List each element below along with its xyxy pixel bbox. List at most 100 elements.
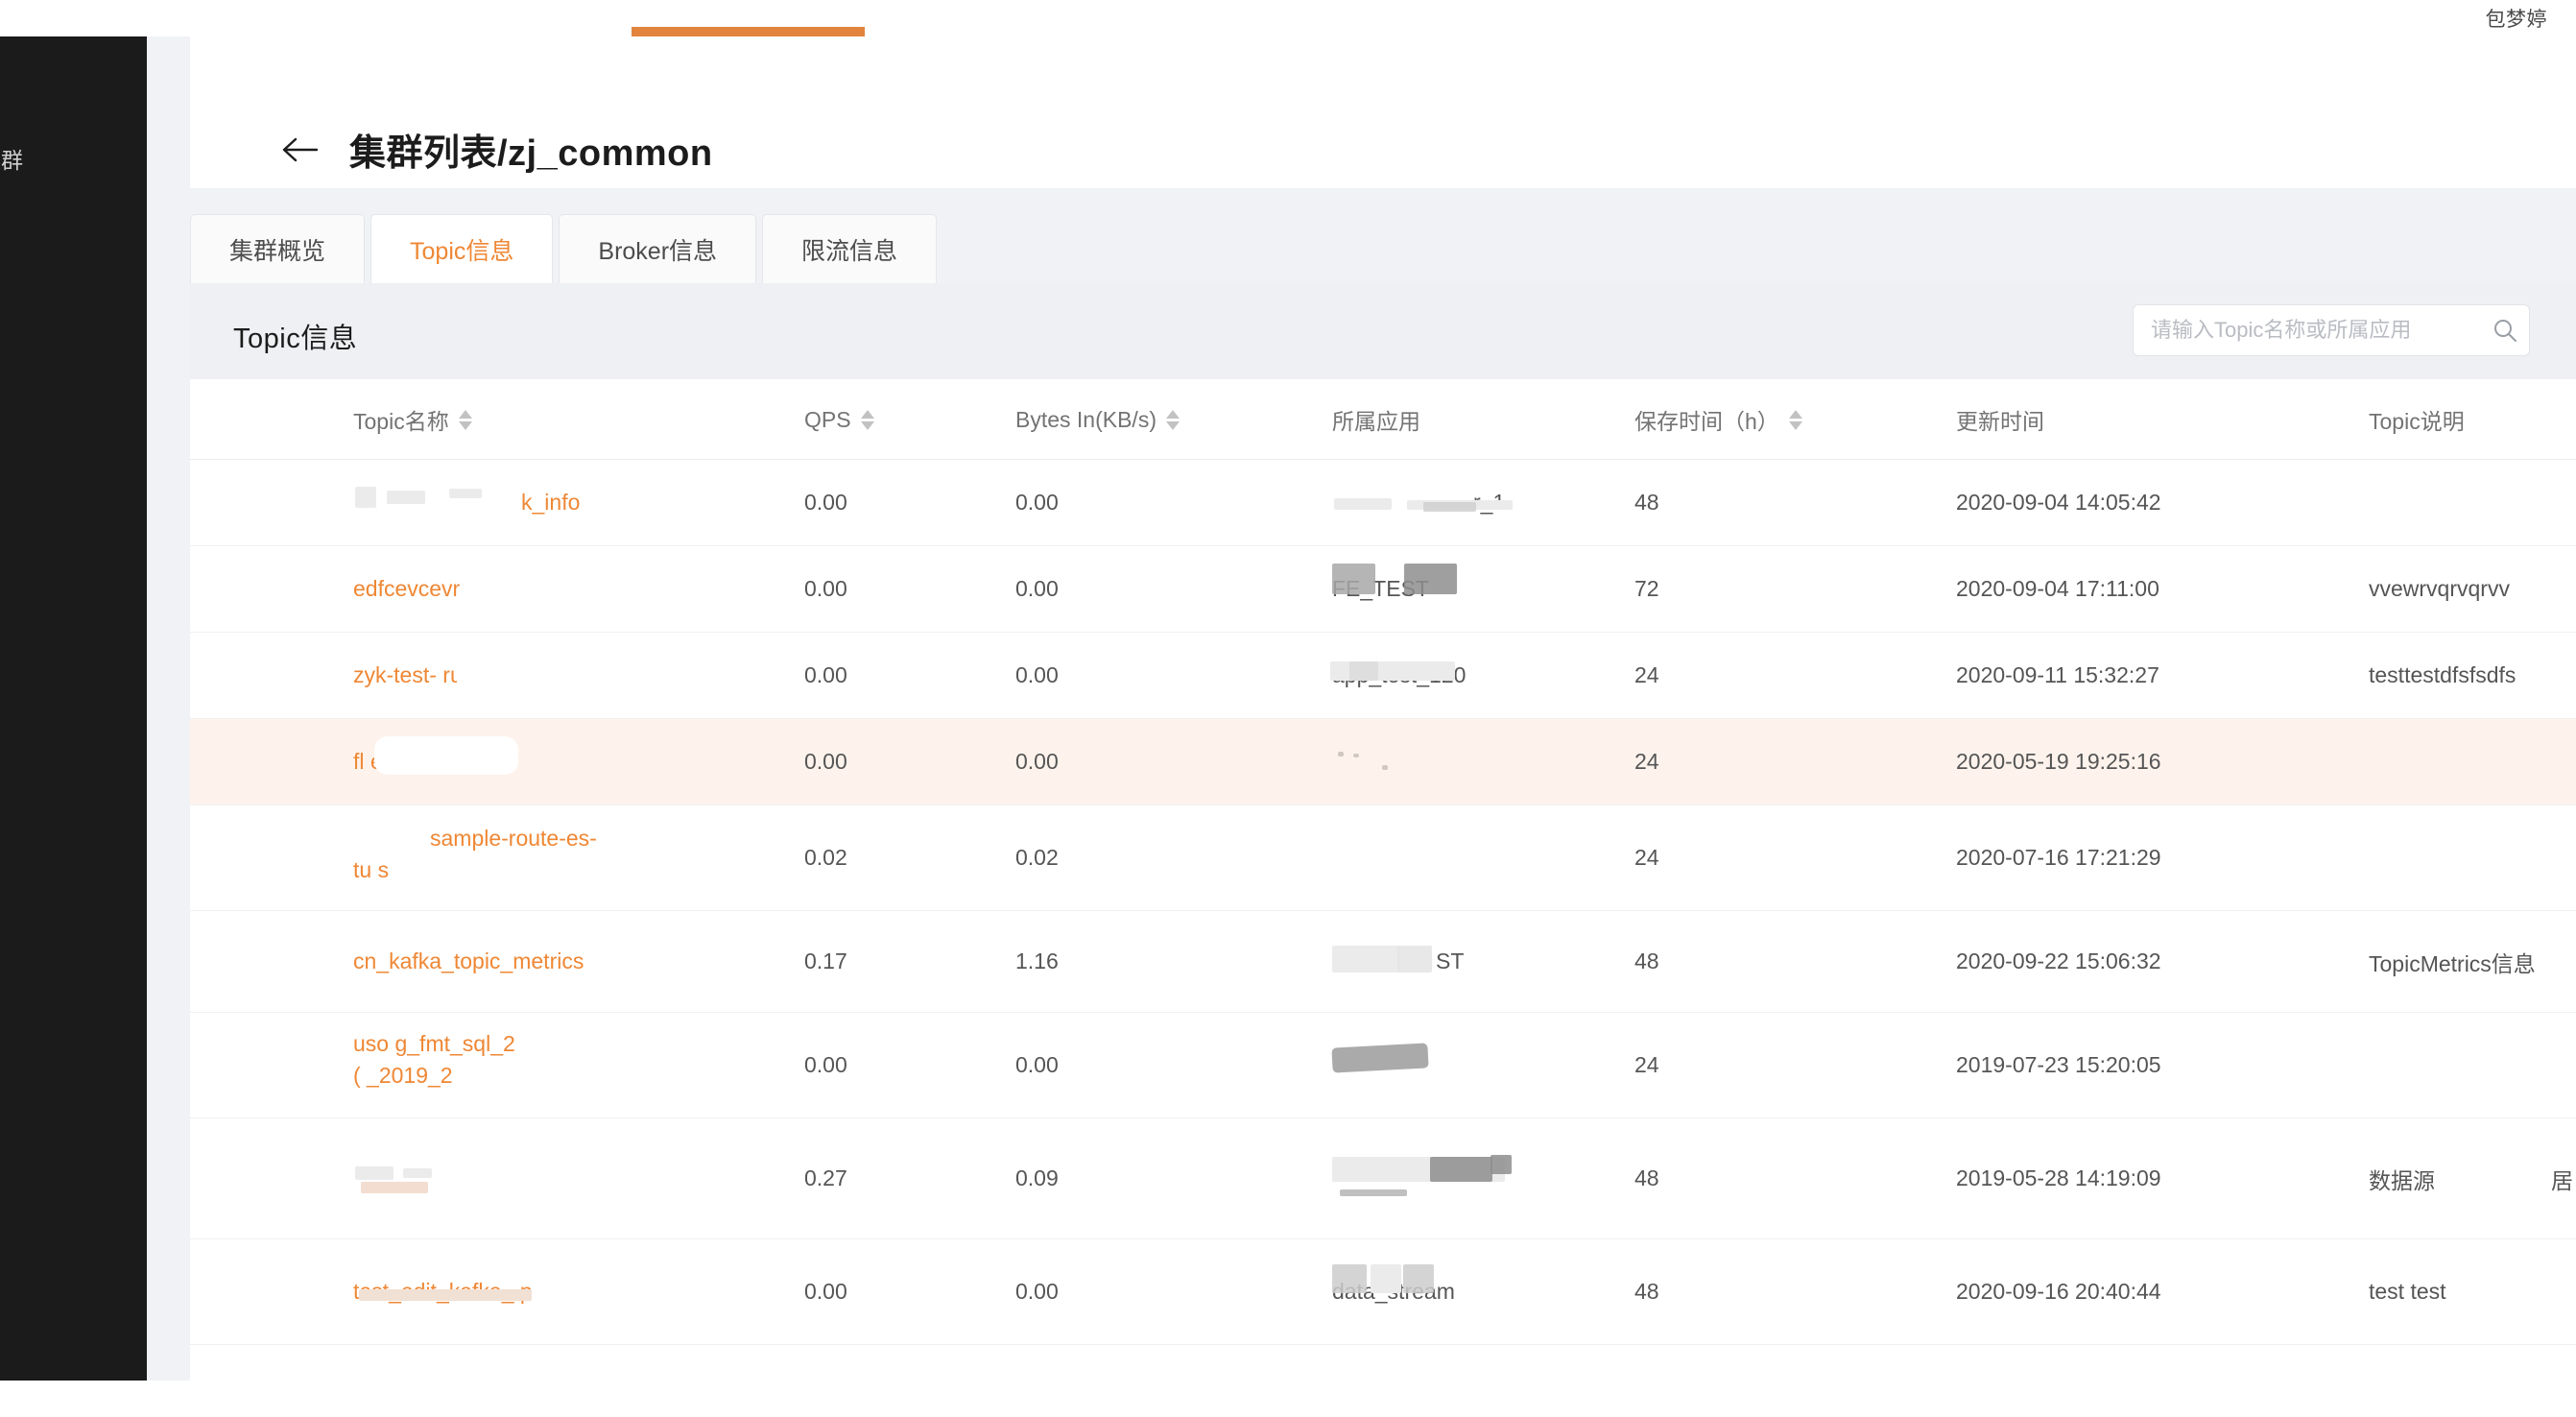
cell-description: test test xyxy=(2369,1279,2446,1304)
page-title: 集群列表/zj_common xyxy=(349,133,713,174)
tab-label: Broker信息 xyxy=(598,237,718,265)
tab-throttle-info[interactable]: 限流信息 xyxy=(762,214,938,283)
cell-qps: 0.27 xyxy=(804,1165,847,1190)
redaction-mask xyxy=(1430,1157,1492,1182)
cell-description-overflow: 居 生... xyxy=(2551,1167,2576,1193)
redaction-mask xyxy=(1491,1155,1512,1174)
redaction-mask xyxy=(355,487,376,508)
sidebar-item-cluster[interactable]: 集群 xyxy=(0,148,23,173)
column-header-topic-name[interactable]: Topic名称 xyxy=(353,379,472,460)
redaction-mask xyxy=(457,652,491,684)
arrow-left-icon[interactable] xyxy=(281,132,318,168)
cell-retention: 24 xyxy=(1634,662,1659,687)
table-row[interactable]: k_info 0.00 0.00 r_1 48 2020-09-04 14:05… xyxy=(190,460,2576,546)
redaction-mask xyxy=(1332,1264,1367,1293)
topic-name-line2: tu s xyxy=(353,857,390,883)
search-icon[interactable] xyxy=(2481,317,2529,344)
topic-table: Topic名称 QPS Bytes In(KB/s) 所属应用 保存时间（h） xyxy=(190,379,2576,1345)
tab-label: 限流信息 xyxy=(801,237,898,265)
topic-info-panel: Topic信息 Topic名称 QPS xyxy=(190,283,2576,1417)
cell-bytes-in: 0.00 xyxy=(1015,662,1059,687)
cell-retention: 72 xyxy=(1634,576,1659,601)
redaction-mask xyxy=(449,489,482,498)
page-header-card: 集群列表/zj_common xyxy=(190,36,2576,188)
sort-toggle-retention[interactable] xyxy=(1788,409,1802,430)
cell-description: testtestdfsfsdfs xyxy=(2369,662,2516,687)
redaction-mask xyxy=(1403,1264,1434,1293)
redaction-mask xyxy=(374,736,518,775)
cell-qps: 0.00 xyxy=(804,1052,847,1077)
cell-topic-name[interactable]: uso g_fmt_sql_2 ( _2019_2 xyxy=(353,1013,737,1117)
tab-cluster-overview[interactable]: 集群概览 xyxy=(190,214,366,283)
cell-retention: 24 xyxy=(1634,749,1659,774)
topic-name-line1: uso g_fmt_sql_2 xyxy=(353,1031,515,1056)
cell-topic-name[interactable]: zyk-test- rus xyxy=(353,662,474,687)
cell-topic-name[interactable]: sample-route-es- tu s xyxy=(353,805,718,910)
tab-strip: 集群概览 Topic信息 Broker信息 限流信息 xyxy=(190,214,938,283)
table-row[interactable]: test_edit_kafka_ p 0.00 0.00 data_stream… xyxy=(190,1239,2576,1345)
redaction-mask xyxy=(1331,1043,1429,1073)
column-label: QPS xyxy=(804,406,851,432)
cell-retention: 48 xyxy=(1634,949,1659,973)
cell-qps: 0.00 xyxy=(804,749,847,774)
redaction-mask xyxy=(359,1289,532,1301)
cell-qps: 0.00 xyxy=(804,662,847,687)
tab-label: Topic信息 xyxy=(410,237,514,265)
table-header-row: Topic名称 QPS Bytes In(KB/s) 所属应用 保存时间（h） xyxy=(190,379,2576,460)
tab-broker-info[interactable]: Broker信息 xyxy=(559,214,757,283)
cell-updated: 2020-09-16 20:40:44 xyxy=(1956,1279,2161,1304)
cell-updated: 2019-05-28 14:19:09 xyxy=(1956,1165,2161,1190)
redaction-mask xyxy=(1349,661,1378,681)
cell-bytes-in: 0.00 xyxy=(1015,576,1059,601)
redaction-mask xyxy=(1332,946,1399,973)
column-label: 更新时间 xyxy=(1956,409,2044,434)
redaction-mask xyxy=(1332,740,1467,784)
table-row[interactable]: 0.27 0.09 48 2019-05-28 14:19:09 数据源 居 生… xyxy=(190,1118,2576,1239)
redaction-mask xyxy=(355,1166,394,1180)
table-row[interactable]: uso g_fmt_sql_2 ( _2019_2 0.00 0.00 24 2… xyxy=(190,1013,2576,1118)
cell-updated: 2020-09-22 15:06:32 xyxy=(1956,949,2161,973)
cell-description: vvewrvqrvqrvv xyxy=(2369,576,2510,601)
cell-topic-name[interactable]: edfcevcevr xyxy=(353,576,461,601)
column-header-description: Topic说明 xyxy=(2369,379,2465,460)
cell-qps: 0.00 xyxy=(804,576,847,601)
table-row[interactable]: edfcevcevr 0.00 0.00 FE_TEST 72 2020-09-… xyxy=(190,546,2576,633)
cell-retention: 48 xyxy=(1634,1165,1659,1190)
cell-updated: 2019-07-23 15:20:05 xyxy=(1956,1052,2161,1077)
redaction-mask xyxy=(403,1168,432,1178)
topic-name-text: k_info xyxy=(521,490,581,515)
cell-qps: 0.17 xyxy=(804,949,847,973)
topic-name-line2: ( _2019_2 xyxy=(353,1063,453,1089)
table-row[interactable]: fl eue 0.00 0.00 24 2020-05-19 19:25:16 xyxy=(190,719,2576,805)
sort-toggle-bytes-in[interactable] xyxy=(1165,409,1180,430)
cell-topic-name[interactable]: cn_kafka_topic_metrics xyxy=(353,949,584,973)
search-input[interactable] xyxy=(2134,318,2481,343)
column-header-qps[interactable]: QPS xyxy=(804,379,874,460)
cell-retention: 48 xyxy=(1634,1279,1659,1304)
redaction-mask xyxy=(387,491,425,504)
cell-bytes-in: 1.16 xyxy=(1015,949,1059,973)
search-box[interactable] xyxy=(2133,304,2530,356)
cell-bytes-in: 0.00 xyxy=(1015,749,1059,774)
table-row[interactable]: zyk-test- rus 0.00 0.00 app_test_120 24 … xyxy=(190,633,2576,719)
table-row[interactable]: sample-route-es- tu s 0.02 0.02 24 2020-… xyxy=(190,805,2576,911)
breadcrumb: 集群列表/zj_common xyxy=(281,123,713,176)
cell-updated: 2020-07-16 17:21:29 xyxy=(1956,845,2161,870)
tab-label: 集群概览 xyxy=(229,237,326,265)
sort-toggle-topic-name[interactable] xyxy=(458,409,472,430)
tab-topic-info[interactable]: Topic信息 xyxy=(370,214,554,283)
top-navigation-bar: 包梦婷 xyxy=(0,0,2576,36)
column-header-retention[interactable]: 保存时间（h） xyxy=(1634,379,1802,460)
cell-topic-name[interactable]: k_info xyxy=(353,460,580,545)
cell-bytes-in: 0.09 xyxy=(1015,1165,1059,1190)
current-user-name[interactable]: 包梦婷 xyxy=(2485,9,2547,31)
column-header-app: 所属应用 xyxy=(1332,379,1420,460)
table-row[interactable]: cn_kafka_topic_metrics 0.17 1.16 ST 48 2… xyxy=(190,911,2576,1013)
sort-toggle-qps[interactable] xyxy=(860,409,874,430)
cell-qps: 0.00 xyxy=(804,1279,847,1304)
redaction-mask xyxy=(1371,1264,1401,1293)
column-label: 保存时间（h） xyxy=(1634,409,1779,434)
cell-updated: 2020-09-11 15:32:27 xyxy=(1956,662,2159,687)
topnav-active-indicator xyxy=(632,27,865,36)
column-header-bytes-in[interactable]: Bytes In(KB/s) xyxy=(1015,379,1180,460)
